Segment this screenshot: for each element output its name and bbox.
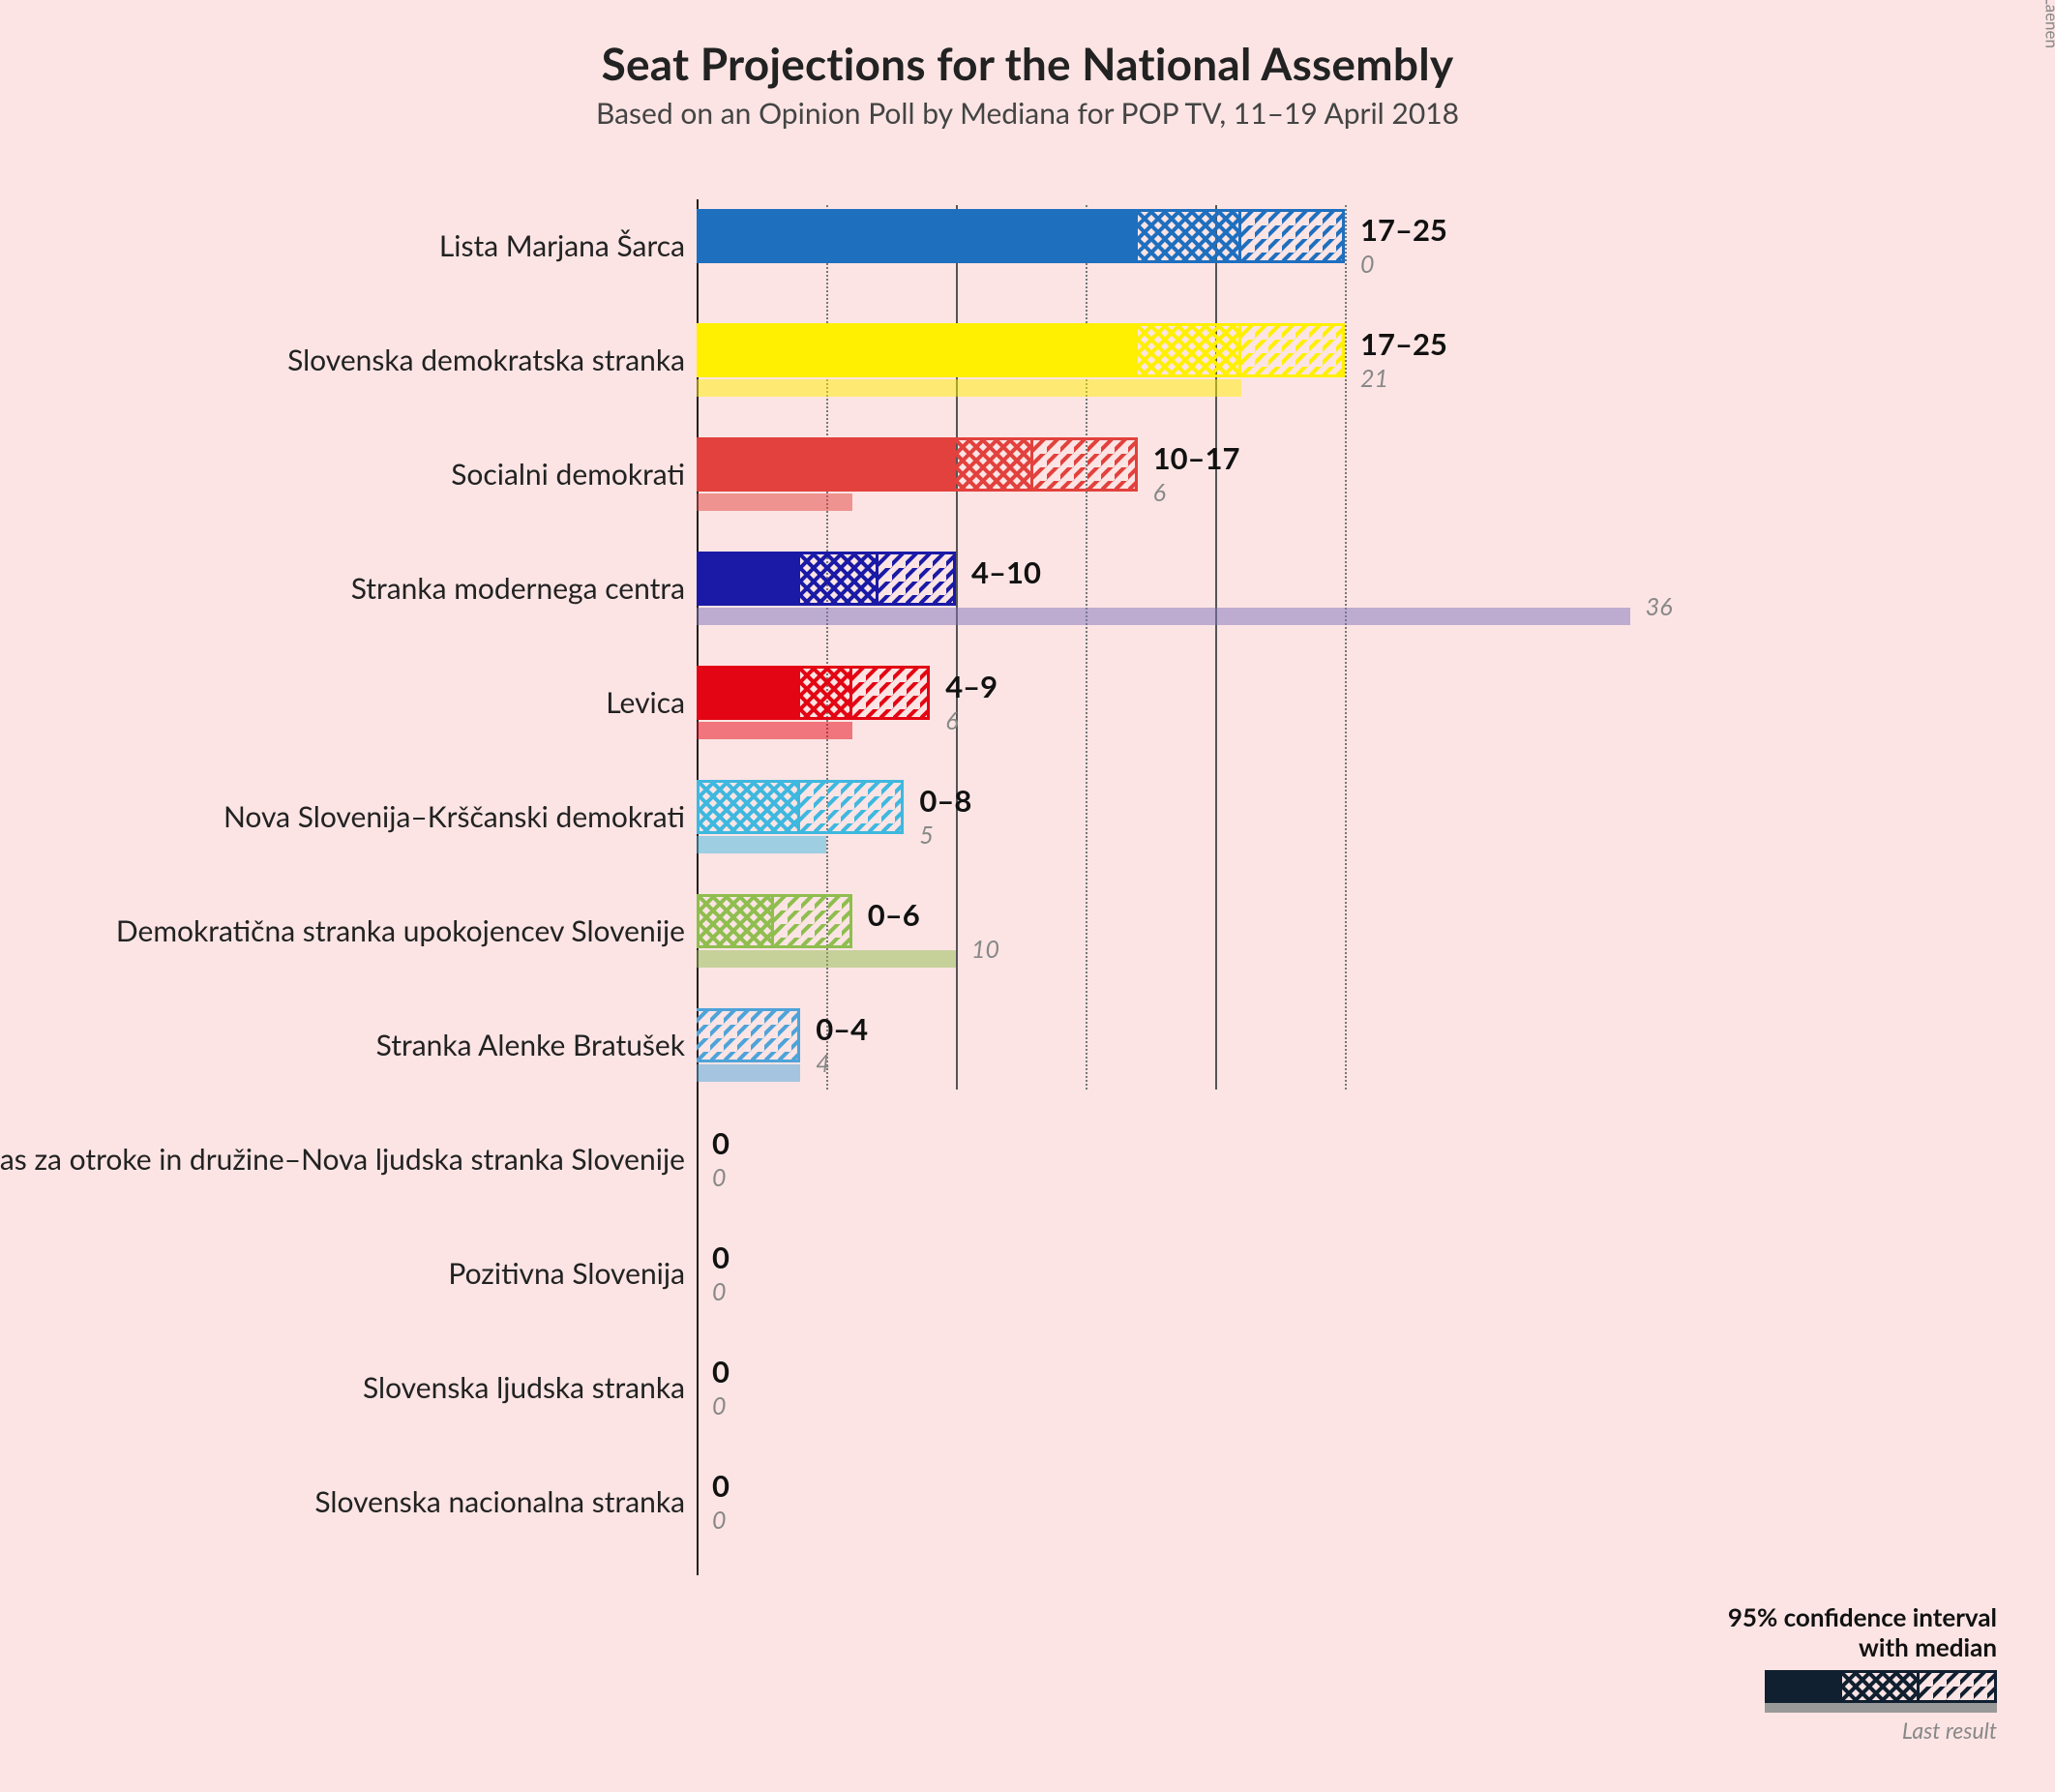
bar-area: 0–85 bbox=[697, 770, 2032, 884]
last-result-label: 0 bbox=[1360, 250, 1375, 279]
last-result-label: 10 bbox=[971, 935, 999, 964]
copyright-text: © 2018 Filip van Laenen bbox=[2041, 0, 2055, 48]
bar-ci-median-to-high bbox=[852, 666, 930, 720]
bar-last-result bbox=[697, 608, 1630, 625]
chart-title: Seat Projections for the National Assemb… bbox=[0, 37, 2055, 90]
bar-ci-low-to-median bbox=[1138, 323, 1241, 377]
party-row: Pozitivna Slovenija 00 bbox=[0, 1227, 2055, 1341]
range-label: 0 bbox=[712, 1353, 730, 1389]
bar-ci-median-to-high bbox=[1241, 209, 1345, 263]
bar-ci-median-to-high bbox=[800, 780, 904, 834]
party-label: Stranka Alenke Bratušek bbox=[376, 1028, 685, 1062]
bar-ci-low-to-median bbox=[1138, 209, 1241, 263]
last-result-label: 36 bbox=[1646, 592, 1673, 621]
range-label: 4–10 bbox=[971, 553, 1041, 590]
legend-bar-solid bbox=[1765, 1670, 1842, 1703]
bar-last-result bbox=[697, 950, 956, 968]
party-row: Slovenska nacionalna stranka 00 bbox=[0, 1455, 2055, 1569]
legend: 95% confidence intervalwith median Last … bbox=[1629, 1602, 1997, 1744]
legend-title: 95% confidence intervalwith median bbox=[1629, 1602, 1997, 1662]
bar-area: 00 bbox=[697, 1341, 2032, 1455]
last-result-label: 4 bbox=[816, 1049, 830, 1078]
party-label: Slovenska ljudska stranka bbox=[363, 1370, 685, 1405]
party-row: Stranka modernega centra 4–10 36 bbox=[0, 542, 2055, 656]
range-label: 17–25 bbox=[1360, 211, 1447, 248]
bar-last-result bbox=[697, 722, 852, 739]
chart-subtitle: Based on an Opinion Poll by Mediana for … bbox=[0, 96, 2055, 131]
bar-ci-low-to-median bbox=[800, 666, 852, 720]
bar-last-result bbox=[697, 493, 852, 511]
bar-area: 10–176 bbox=[697, 428, 2032, 542]
legend-bar-diag bbox=[1920, 1670, 1997, 1703]
chart-area: Lista Marjana Šarca17–250Slovenska demok… bbox=[0, 199, 2055, 1670]
party-row: Slovenska ljudska stranka 00 bbox=[0, 1341, 2055, 1455]
party-row: Slovenska demokratska stranka 17–2521 bbox=[0, 314, 2055, 428]
bar-area: 4–96 bbox=[697, 656, 2032, 770]
last-result-label: 0 bbox=[712, 1391, 727, 1420]
bar-last-result bbox=[697, 379, 1241, 397]
bar-ci-low-to-median bbox=[956, 437, 1033, 492]
party-row: Levica 4–96 bbox=[0, 656, 2055, 770]
party-label: Demokratična stranka upokojencev Sloveni… bbox=[116, 913, 685, 948]
range-label: 0 bbox=[712, 1124, 730, 1161]
last-result-label: 6 bbox=[1153, 478, 1166, 507]
bar-ci-low bbox=[697, 552, 800, 606]
legend-bar-last bbox=[1765, 1703, 1997, 1713]
bar-area: 00 bbox=[697, 1227, 2032, 1341]
bar-last-result bbox=[697, 1064, 800, 1082]
bar-area: 4–10 36 bbox=[697, 542, 2032, 656]
bar-area: 00 bbox=[697, 1113, 2032, 1227]
party-row: Nova Slovenija–Krščanski demokrati 0–85 bbox=[0, 770, 2055, 884]
party-label: Nova Slovenija–Krščanski demokrati bbox=[223, 799, 685, 834]
range-label: 0 bbox=[712, 1467, 730, 1504]
bar-ci-low bbox=[697, 323, 1138, 377]
bar-ci-low-to-median bbox=[800, 552, 878, 606]
range-label: 0 bbox=[712, 1239, 730, 1275]
legend-bars bbox=[1629, 1670, 1997, 1713]
party-row: Glas za otroke in družine–Nova ljudska s… bbox=[0, 1113, 2055, 1227]
bar-ci-low bbox=[697, 437, 956, 492]
party-label: Levica bbox=[606, 685, 685, 720]
legend-last-label: Last result bbox=[1629, 1717, 1997, 1744]
party-label: Slovenska demokratska stranka bbox=[287, 343, 685, 377]
range-label: 0–4 bbox=[816, 1010, 868, 1047]
last-result-label: 0 bbox=[712, 1506, 727, 1535]
bar-ci-median-to-high bbox=[1033, 437, 1137, 492]
bar-ci-median-to-high bbox=[697, 1008, 800, 1062]
bar-ci-median-to-high bbox=[879, 552, 956, 606]
party-label: Glas za otroke in družine–Nova ljudska s… bbox=[0, 1142, 685, 1177]
bar-area: 0–44 bbox=[697, 999, 2032, 1113]
party-label: Lista Marjana Šarca bbox=[439, 228, 685, 263]
party-row: Demokratična stranka upokojencev Sloveni… bbox=[0, 884, 2055, 999]
range-label: 0–8 bbox=[919, 782, 971, 819]
bar-ci-low-to-median bbox=[697, 780, 800, 834]
bar-ci-low bbox=[697, 209, 1138, 263]
range-label: 10–17 bbox=[1153, 439, 1240, 476]
range-label: 4–9 bbox=[945, 668, 998, 704]
party-label: Pozitivna Slovenija bbox=[448, 1256, 685, 1291]
bar-last-result bbox=[697, 836, 826, 853]
party-label: Stranka modernega centra bbox=[351, 571, 685, 606]
bar-ci-median-to-high bbox=[1241, 323, 1345, 377]
party-row: Socialni demokrati 10–176 bbox=[0, 428, 2055, 542]
bar-area: 00 bbox=[697, 1455, 2032, 1569]
bar-ci-low bbox=[697, 666, 800, 720]
last-result-label: 21 bbox=[1360, 364, 1388, 393]
range-label: 0–6 bbox=[868, 896, 920, 933]
last-result-label: 0 bbox=[712, 1163, 727, 1192]
bar-area: 17–250 bbox=[697, 199, 2032, 314]
last-result-label: 5 bbox=[919, 821, 934, 850]
last-result-label: 6 bbox=[945, 706, 958, 735]
bar-ci-median-to-high bbox=[774, 894, 851, 948]
party-row: Stranka Alenke Bratušek 0–44 bbox=[0, 999, 2055, 1113]
legend-bar-cross bbox=[1842, 1670, 1920, 1703]
party-label: Slovenska nacionalna stranka bbox=[314, 1484, 685, 1519]
party-row: Lista Marjana Šarca 17–250 bbox=[0, 199, 2055, 314]
party-label: Socialni demokrati bbox=[451, 457, 685, 492]
bar-ci-low-to-median bbox=[697, 894, 774, 948]
range-label: 17–25 bbox=[1360, 325, 1447, 362]
bar-area: 0–6 10 bbox=[697, 884, 2032, 999]
bar-area: 17–2521 bbox=[697, 314, 2032, 428]
last-result-label: 0 bbox=[712, 1277, 727, 1306]
